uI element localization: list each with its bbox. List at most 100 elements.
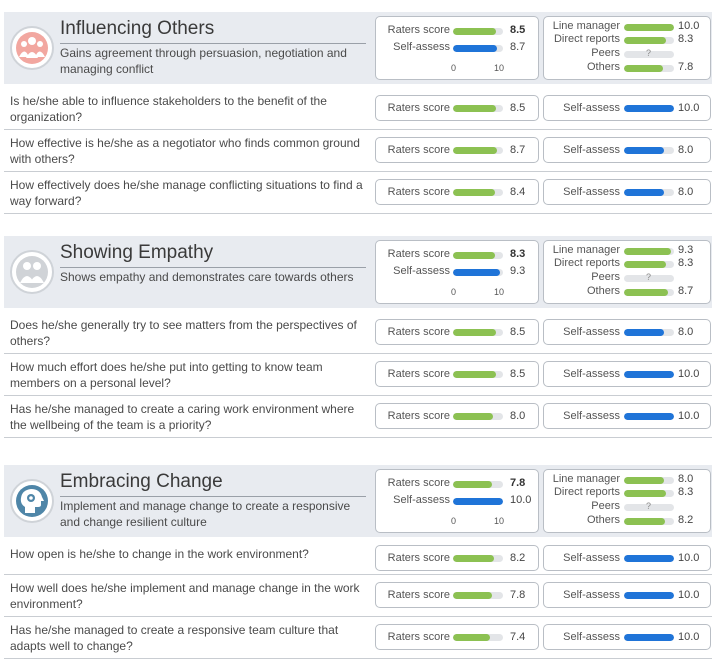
competency-title: Influencing Others bbox=[60, 18, 215, 39]
peers-label: Peers bbox=[591, 271, 620, 283]
raters-score-fill bbox=[453, 28, 496, 35]
raters-score-label: Raters score bbox=[387, 186, 450, 198]
question-self-pill: Self-assess 10.0 bbox=[543, 95, 711, 121]
question-self-pill: Self-assess 10.0 bbox=[543, 361, 711, 387]
question-self-pill: Self-assess 10.0 bbox=[543, 624, 711, 650]
self-assess-bar bbox=[453, 269, 503, 276]
title-divider bbox=[60, 496, 366, 497]
raters-score-bar bbox=[453, 481, 503, 488]
raters-score-value: 8.4 bbox=[510, 186, 526, 198]
direct-reports-value: 8.3 bbox=[678, 33, 694, 45]
self-assess-bar bbox=[624, 413, 674, 420]
self-assess-label: Self-assess bbox=[563, 552, 620, 564]
self-assess-bar bbox=[624, 105, 674, 112]
self-assess-fill bbox=[624, 329, 664, 336]
line-manager-bar bbox=[624, 24, 674, 31]
raters-score-bar bbox=[453, 555, 503, 562]
raters-score-bar bbox=[453, 189, 503, 196]
question-text: How much effort does he/she put into get… bbox=[10, 360, 323, 390]
raters-score-fill bbox=[453, 413, 493, 420]
competency-icon-badge bbox=[10, 26, 54, 70]
raters-score-fill bbox=[453, 481, 492, 488]
rater-group-box: Line manager 8.0 Direct reports 8.3 Peer… bbox=[543, 469, 711, 533]
question-raters-pill: Raters score 8.5 bbox=[375, 319, 539, 345]
direct-reports-label: Direct reports bbox=[553, 33, 620, 45]
self-assess-fill bbox=[624, 371, 674, 378]
question-self-pill: Self-assess 10.0 bbox=[543, 545, 711, 571]
question-self-pill: Self-assess 8.0 bbox=[543, 179, 711, 205]
peers-bar bbox=[624, 275, 674, 282]
raters-score-bar bbox=[453, 329, 503, 336]
line-manager-fill bbox=[624, 24, 674, 31]
direct-reports-fill bbox=[624, 490, 666, 497]
question-row: Does he/she generally try to see matters… bbox=[4, 312, 712, 354]
others-value: 8.2 bbox=[678, 514, 694, 526]
peers-label: Peers bbox=[591, 47, 620, 59]
raters-score-value: 8.2 bbox=[510, 552, 526, 564]
self-assess-bar bbox=[624, 634, 674, 641]
question-raters-pill: Raters score 8.2 bbox=[375, 545, 539, 571]
peers-label: Peers bbox=[591, 500, 620, 512]
peers-bar bbox=[624, 51, 674, 58]
competency-icon-badge bbox=[10, 250, 54, 294]
self-assess-value: 8.0 bbox=[678, 186, 694, 198]
line-manager-label: Line manager bbox=[552, 20, 620, 32]
line-manager-value: 8.0 bbox=[678, 473, 694, 485]
competency-header: Influencing Others Gains agreement throu… bbox=[4, 12, 712, 84]
raters-score-label: Raters score bbox=[387, 102, 450, 114]
question-row: Is he/she able to influence stakeholders… bbox=[4, 88, 712, 130]
raters-score-value: 8.5 bbox=[510, 368, 526, 380]
raters-score-label: Raters score bbox=[387, 24, 450, 36]
line-manager-bar bbox=[624, 248, 674, 255]
raters-score-label: Raters score bbox=[387, 410, 450, 422]
competency-description: Shows empathy and demonstrates care towa… bbox=[60, 270, 354, 284]
self-assess-bar bbox=[624, 592, 674, 599]
self-assess-value: 10.0 bbox=[678, 410, 700, 422]
raters-score-fill bbox=[453, 555, 494, 562]
line-manager-bar bbox=[624, 477, 674, 484]
question-raters-pill: Raters score 8.5 bbox=[375, 361, 539, 387]
title-divider bbox=[60, 43, 366, 44]
head-gears-icon bbox=[16, 485, 48, 517]
competency-header: Showing Empathy Shows empathy and demons… bbox=[4, 236, 712, 308]
direct-reports-fill bbox=[624, 261, 666, 268]
self-assess-bar bbox=[624, 371, 674, 378]
question-text: Is he/she able to influence stakeholders… bbox=[10, 94, 327, 124]
competency-header: Embracing Change Implement and manage ch… bbox=[4, 465, 712, 537]
summary-score-box: Raters score 7.8 Self-assess 10.0 0 10 bbox=[375, 469, 539, 533]
self-assess-label: Self-assess bbox=[563, 326, 620, 338]
direct-reports-label: Direct reports bbox=[553, 486, 620, 498]
self-assess-bar bbox=[624, 189, 674, 196]
question-row: How open is he/she to change in the work… bbox=[4, 541, 712, 575]
raters-score-value: 8.5 bbox=[510, 24, 526, 36]
raters-score-bar bbox=[453, 147, 503, 154]
self-assess-value: 8.0 bbox=[678, 326, 694, 338]
competency-description: Gains agreement through persuasion, nego… bbox=[60, 46, 347, 76]
line-manager-fill bbox=[624, 248, 671, 255]
question-text: Does he/she generally try to see matters… bbox=[10, 318, 357, 348]
self-assess-label: Self-assess bbox=[563, 102, 620, 114]
raters-score-fill bbox=[453, 252, 495, 259]
raters-score-fill bbox=[453, 592, 492, 599]
self-assess-fill bbox=[624, 634, 674, 641]
raters-score-label: Raters score bbox=[387, 144, 450, 156]
self-assess-fill bbox=[453, 269, 500, 276]
raters-score-bar bbox=[453, 28, 503, 35]
raters-score-label: Raters score bbox=[387, 477, 450, 489]
self-assess-label: Self-assess bbox=[563, 144, 620, 156]
raters-score-bar bbox=[453, 105, 503, 112]
competency-description: Implement and manage change to create a … bbox=[60, 499, 351, 529]
self-assess-label: Self-assess bbox=[563, 589, 620, 601]
raters-score-fill bbox=[453, 189, 495, 196]
raters-score-label: Raters score bbox=[387, 552, 450, 564]
direct-reports-fill bbox=[624, 37, 666, 44]
others-bar bbox=[624, 518, 674, 525]
question-self-pill: Self-assess 8.0 bbox=[543, 319, 711, 345]
self-assess-bar bbox=[453, 498, 503, 505]
rater-group-box: Line manager 10.0 Direct reports 8.3 Pee… bbox=[543, 16, 711, 80]
peers-unknown-marker: ? bbox=[646, 48, 652, 58]
question-raters-pill: Raters score 8.0 bbox=[375, 403, 539, 429]
question-text: How effectively does he/she manage confl… bbox=[10, 178, 363, 208]
raters-score-label: Raters score bbox=[387, 326, 450, 338]
line-manager-fill bbox=[624, 477, 664, 484]
